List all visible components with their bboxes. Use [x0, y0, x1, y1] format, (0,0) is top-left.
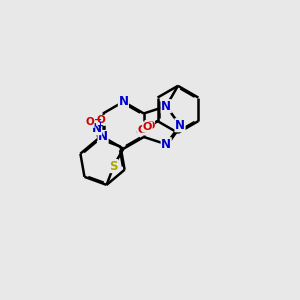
Text: N: N [161, 100, 171, 113]
Text: N: N [161, 138, 171, 151]
Text: O: O [85, 117, 94, 128]
Text: −: − [94, 115, 102, 125]
Text: N: N [118, 95, 128, 108]
Text: O: O [145, 121, 154, 130]
Text: +: + [96, 121, 103, 130]
Text: O: O [143, 122, 152, 132]
Text: O: O [138, 125, 147, 135]
Text: N: N [92, 122, 102, 135]
Text: N: N [98, 130, 108, 143]
Text: S: S [109, 160, 118, 172]
Text: N: N [175, 119, 185, 132]
Text: O: O [97, 116, 105, 125]
